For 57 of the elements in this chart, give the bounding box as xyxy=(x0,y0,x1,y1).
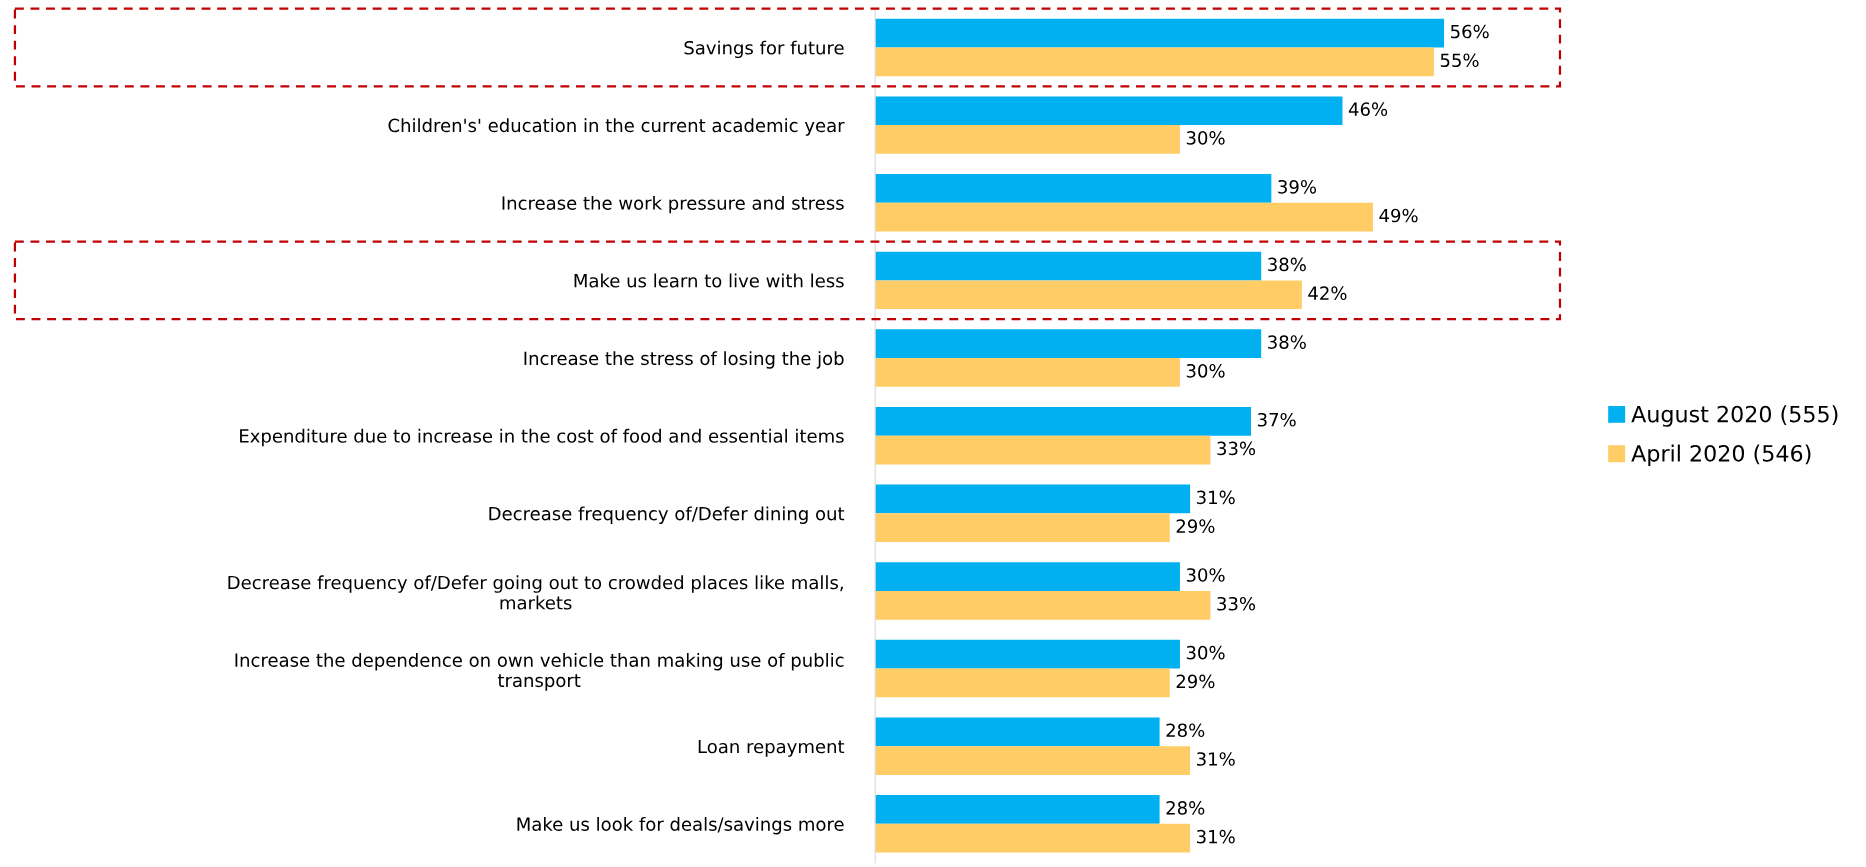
data-label: 30% xyxy=(1186,131,1225,145)
y-tick-label: Increase the stress of losing the job xyxy=(524,351,844,369)
bar xyxy=(875,639,1180,669)
bar xyxy=(875,823,1191,853)
data-label: 55% xyxy=(1440,53,1479,68)
y-tick-label: Decrease frequency of/Defer going out to crowded places like malls, markets xyxy=(228,575,843,610)
bar xyxy=(875,484,1191,514)
data-label: 31% xyxy=(1197,829,1235,844)
bar xyxy=(875,251,1262,281)
data-label: 49% xyxy=(1379,208,1418,223)
bar xyxy=(875,174,1272,203)
data-label: 31% xyxy=(1197,490,1235,505)
data-label: 37% xyxy=(1257,412,1296,427)
y-tick-label: Children's' education in the current academic year xyxy=(388,118,845,136)
bar xyxy=(875,202,1373,232)
bar xyxy=(875,562,1180,591)
data-label: 28% xyxy=(1166,801,1205,815)
data-label: 29% xyxy=(1176,674,1215,689)
y-tick-label: Decrease frequency of/Defer dining out xyxy=(489,506,845,524)
bar xyxy=(875,590,1211,620)
bar xyxy=(875,280,1302,310)
bar xyxy=(875,668,1170,698)
data-label: 30% xyxy=(1186,568,1225,582)
bar xyxy=(875,329,1262,359)
data-label: 30% xyxy=(1186,363,1225,378)
data-label: 39% xyxy=(1278,179,1317,194)
bar xyxy=(875,406,1252,436)
bar xyxy=(875,358,1180,387)
data-label: 46% xyxy=(1348,102,1388,116)
y-tick-label: Expenditure due to increase in the cost of food and essential items xyxy=(240,428,844,447)
legend-label: April 2020 (546) xyxy=(1631,444,1811,467)
bar xyxy=(875,47,1434,77)
y-tick-label: Loan repayment xyxy=(698,739,845,757)
data-label: 42% xyxy=(1308,286,1347,300)
legend-label: August 2020 (555) xyxy=(1631,405,1838,427)
data-label: 28% xyxy=(1166,723,1205,738)
bar xyxy=(875,795,1160,824)
bar xyxy=(875,125,1180,154)
bar xyxy=(875,96,1343,126)
data-label: 38% xyxy=(1268,335,1306,349)
data-label: 29% xyxy=(1176,519,1215,533)
data-label: 33% xyxy=(1217,596,1256,611)
data-label: 56% xyxy=(1451,24,1489,39)
y-tick-label: Make us look for deals/savings more xyxy=(517,816,844,835)
bar xyxy=(875,513,1170,543)
y-tick-label: Increase the dependence on own vehicle than making use of public transport xyxy=(235,652,844,691)
data-label: 31% xyxy=(1197,752,1235,766)
y-tick-label: Make us learn to live with less xyxy=(574,273,844,288)
y-tick-label: Increase the work pressure and stress xyxy=(502,195,844,214)
bar xyxy=(875,746,1191,775)
data-label: 33% xyxy=(1217,441,1256,456)
bar xyxy=(875,717,1160,747)
y-tick-label: Savings for future xyxy=(684,40,844,59)
bar xyxy=(875,435,1211,465)
data-label: 38% xyxy=(1268,257,1306,272)
data-label: 30% xyxy=(1186,645,1225,660)
bar xyxy=(875,18,1445,48)
